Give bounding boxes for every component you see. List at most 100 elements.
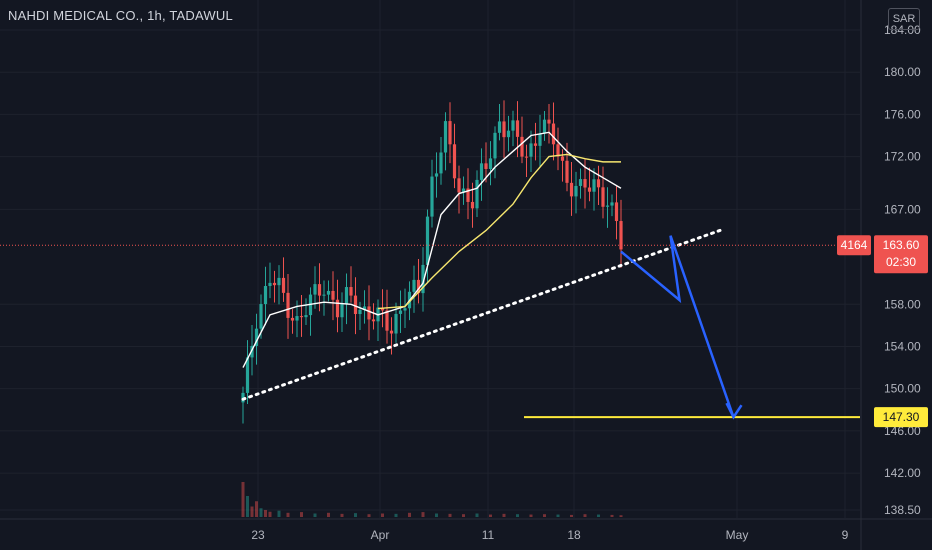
candle-body (425, 216, 430, 265)
candle-body (322, 294, 326, 296)
volume-bar (502, 513, 506, 517)
candle-body (452, 144, 457, 179)
volume-bar (583, 514, 587, 517)
candle-body (380, 307, 385, 311)
last-volume-label: 4164 (841, 238, 868, 252)
candle-body (542, 119, 547, 134)
volume-bar (367, 514, 371, 517)
candle-body (254, 328, 259, 346)
candle-body (250, 345, 254, 358)
candle-body (457, 178, 461, 193)
volume-bar (435, 513, 438, 517)
candle-body (340, 303, 344, 318)
y-tick-label: 184.00 (884, 23, 921, 37)
ma-slow-line (377, 153, 621, 310)
candle-body (412, 279, 416, 292)
candle-body (448, 121, 452, 145)
x-tick-label: 11 (482, 528, 495, 542)
volume-bar (421, 512, 425, 517)
candle-body (592, 179, 596, 192)
volume-bar (408, 512, 411, 517)
volume-bar (394, 513, 398, 517)
candle-body (551, 123, 556, 145)
candle-body (529, 143, 533, 157)
candle-body (286, 292, 290, 318)
volume-bar (250, 506, 254, 517)
volume-bar (354, 513, 357, 517)
x-tick-label: Apr (371, 528, 390, 542)
volume-bar (462, 514, 465, 517)
candle-body (398, 310, 403, 314)
candle-body (304, 315, 308, 318)
volume-bar (277, 510, 281, 517)
candle-body (479, 163, 484, 180)
last-price-label: 163.60 (883, 238, 920, 252)
candle-body (574, 185, 578, 197)
volume-bar (246, 496, 249, 517)
candle-body (430, 176, 434, 217)
candle-body (403, 308, 407, 311)
target-price-tag (874, 407, 928, 428)
candle-body (601, 187, 605, 207)
candle-body (578, 179, 583, 186)
candle-body (344, 287, 349, 304)
x-tick-label: 9 (842, 528, 849, 542)
volume-bar (489, 514, 492, 517)
candle-body (385, 310, 389, 331)
candle-body (371, 319, 376, 322)
y-tick-label: 158.00 (884, 297, 921, 311)
volume-bar (556, 514, 560, 517)
candle-body (565, 160, 569, 183)
candle-body (434, 173, 439, 177)
candle-body (583, 179, 587, 188)
candle-body (524, 156, 529, 158)
volume-bar (619, 515, 623, 517)
y-tick-label: 154.00 (884, 339, 921, 353)
last-volume-tag (837, 235, 871, 256)
candle-body (488, 158, 493, 169)
candle-body (277, 277, 281, 286)
candle-body (619, 221, 623, 250)
candle-body (596, 179, 601, 188)
price-tags: 4164 163.60 02:30 147.30 (837, 235, 928, 428)
y-tick-label: 146.00 (884, 424, 921, 438)
x-tick-label: 18 (567, 528, 581, 542)
candle-body (461, 188, 466, 193)
y-tick-label: 172.00 (884, 150, 921, 164)
candle-body (538, 133, 542, 146)
target-price-label: 147.30 (883, 410, 920, 424)
volume-bar (475, 513, 479, 517)
candle-body (290, 317, 295, 321)
candle-body (313, 284, 317, 295)
candle-body (335, 299, 340, 318)
candle-body (475, 179, 479, 209)
currency-button[interactable]: SAR (888, 8, 920, 30)
candle-body (484, 163, 488, 169)
y-tick-label: 176.00 (884, 107, 921, 121)
candle-body (569, 182, 574, 197)
last-price-tag (874, 235, 928, 274)
ma-fast-line (242, 131, 622, 368)
candle-body (259, 304, 263, 329)
candle-body (362, 306, 367, 310)
candle-body (502, 121, 506, 138)
candle-body (515, 120, 520, 137)
candle-body (268, 282, 272, 287)
candle-body (560, 156, 565, 161)
candle-body (317, 284, 322, 296)
volume-bar (313, 513, 317, 517)
candle-body (443, 121, 448, 153)
volume-bar (381, 513, 384, 517)
candle-body (299, 316, 304, 318)
candle-body (614, 202, 619, 222)
volume-bar (268, 511, 272, 517)
candle-body (272, 282, 277, 286)
candle-body (493, 132, 497, 159)
y-tick-label: 138.50 (884, 503, 921, 517)
y-tick-label: 150.00 (884, 382, 921, 396)
countdown-label: 02:30 (886, 255, 916, 269)
candle-body (587, 187, 592, 192)
